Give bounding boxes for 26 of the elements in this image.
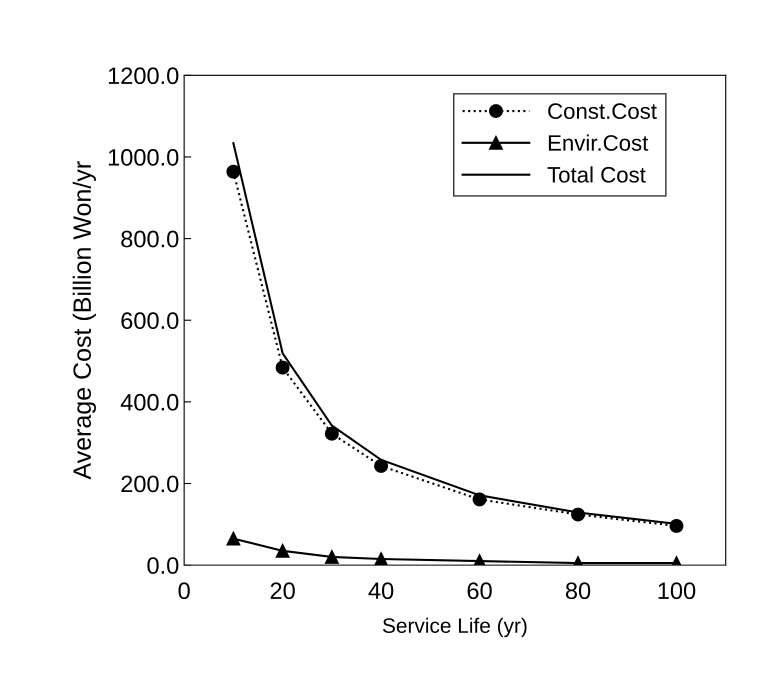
point [670,519,684,533]
y-tick-label: 200.0 [121,476,178,492]
point [324,550,339,564]
x-tick-label: 80 [566,582,590,600]
y-tick-label: 0.0 [147,557,178,574]
x-tick-label: 100 [658,582,696,600]
legend-label: Envir.Cost [548,134,648,151]
point [276,360,290,375]
point [374,459,388,473]
legend-label: Total Cost [548,166,646,183]
y-axis-title: Average Cost (Billion Won/yr [72,161,96,480]
legend-label: Const.Cost [548,103,657,120]
x-tick-label: 20 [270,582,295,600]
x-tick-label: 0 [178,582,190,600]
y-tick-label: 400.0 [120,394,178,411]
y-tick-label: 1000.0 [108,149,178,166]
point [276,544,290,558]
x-axis-title: Service Life (yr) [382,618,527,638]
y-tick-label: 600.0 [121,312,178,330]
y-tick-label: 800.0 [121,230,178,248]
y-tick-label: 1200.0 [108,67,178,84]
point [324,426,339,441]
x-tick-label: 60 [468,582,492,600]
point [226,532,240,546]
point [226,164,240,179]
x-tick-label: 40 [368,582,394,600]
